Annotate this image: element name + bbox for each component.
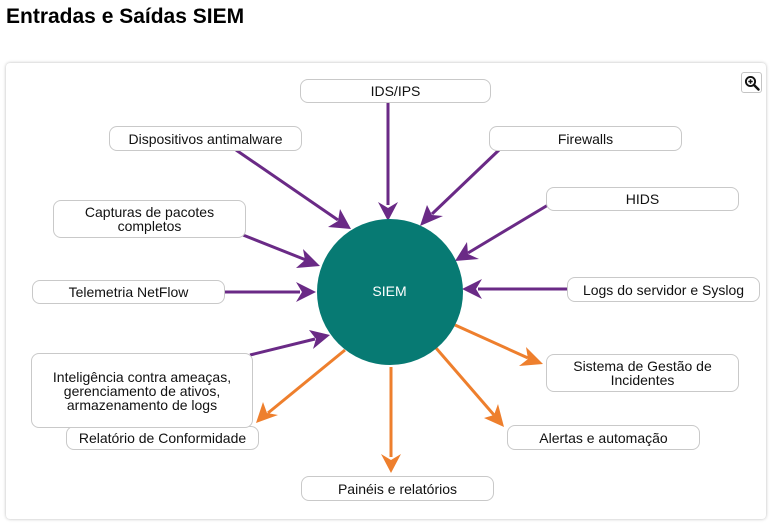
arrow-incident <box>454 323 529 360</box>
arrowhead-alerts <box>484 404 504 427</box>
center-siem-circle <box>317 219 463 365</box>
node-captures: Capturas de pacotes completos <box>53 200 246 238</box>
node-antimalware-label: Dispositivos antimalware <box>128 130 283 147</box>
arrow-alerts <box>434 347 496 416</box>
node-alerts: Alertas e automação <box>507 425 700 450</box>
node-netflow: Telemetria NetFlow <box>32 280 225 304</box>
node-compliance: Relatório de Conformidade <box>66 426 259 450</box>
node-intel-label: Inteligência contra ameaças, gerenciamen… <box>52 368 232 413</box>
zoom-button[interactable] <box>741 72 762 93</box>
node-alerts-label: Alertas e automação <box>539 429 668 446</box>
node-hids: HIDS <box>546 187 739 211</box>
arrowhead-captures <box>296 249 320 268</box>
magnifier-plus-icon <box>744 75 760 91</box>
arrowhead-compliance <box>256 402 278 423</box>
node-captures-label: Capturas de pacotes completos <box>84 204 215 234</box>
arrowhead-incident <box>519 347 543 366</box>
arrow-compliance <box>267 348 346 415</box>
node-dashboards-label: Painéis e relatórios <box>337 480 458 497</box>
page-title: Entradas e Saídas SIEM <box>6 5 245 28</box>
arrow-captures <box>242 233 307 262</box>
arrowhead-netflow <box>296 282 316 302</box>
arrowhead-logs <box>462 279 482 299</box>
arrow-hids <box>467 203 549 255</box>
node-hids-label: HIDS <box>625 191 660 207</box>
node-incident-label: Sistema de Gestão de Incidentes <box>573 358 712 388</box>
node-compliance-label: Relatório de Conformidade <box>78 430 247 446</box>
arrowhead-firewalls <box>420 205 443 226</box>
node-logs-label: Logs do servidor e Syslog <box>582 281 745 298</box>
node-firewalls: Firewalls <box>489 126 682 151</box>
center-siem-label: SIEM <box>372 283 407 299</box>
arrowhead-intel <box>309 330 330 349</box>
arrowhead-hids <box>455 242 479 261</box>
node-ids-ips-label: IDS/IPS <box>370 83 421 99</box>
node-firewalls-label: Firewalls <box>557 130 614 147</box>
arrowhead-dashboards <box>381 454 401 473</box>
node-netflow-label: Telemetria NetFlow <box>68 284 189 300</box>
node-logs: Logs do servidor e Syslog <box>567 277 760 302</box>
node-antimalware: Dispositivos antimalware <box>109 126 302 151</box>
arrowhead-ids-ips <box>378 202 398 221</box>
arrow-intel <box>249 337 316 357</box>
arrow-firewalls <box>430 148 501 216</box>
node-ids-ips: IDS/IPS <box>300 79 491 103</box>
node-incident: Sistema de Gestão de Incidentes <box>546 354 739 392</box>
arrowhead-antimalware <box>328 209 351 229</box>
node-dashboards: Painéis e relatórios <box>301 476 494 501</box>
node-intel: Inteligência contra ameaças, gerenciamen… <box>31 353 253 428</box>
arrow-antimalware <box>235 148 339 222</box>
